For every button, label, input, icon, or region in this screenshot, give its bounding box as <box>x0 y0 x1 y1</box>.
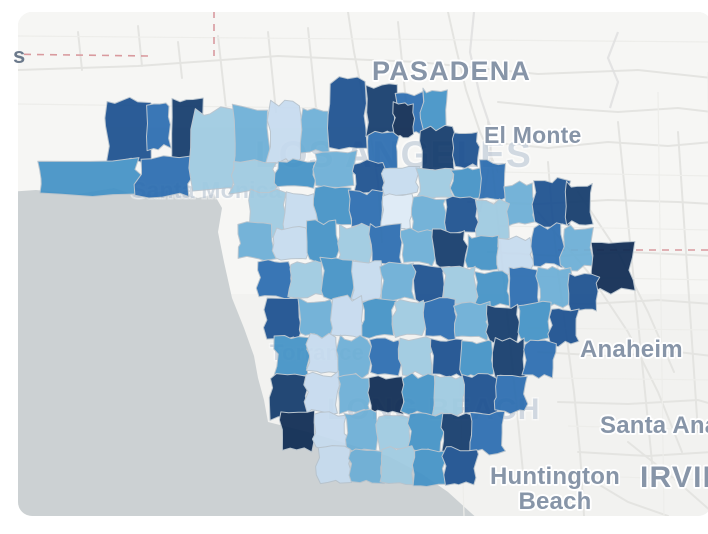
choropleth-region[interactable] <box>337 373 373 415</box>
choropleth-region[interactable] <box>478 159 509 201</box>
choropleth-region[interactable] <box>392 101 415 139</box>
choropleth-region[interactable] <box>453 301 491 342</box>
choropleth-region[interactable] <box>350 260 383 303</box>
choropleth-region[interactable] <box>444 195 480 235</box>
choropleth-region[interactable] <box>37 157 147 197</box>
choropleth-region[interactable] <box>278 410 316 453</box>
choropleth-region[interactable] <box>188 106 238 192</box>
choropleth-region[interactable] <box>361 297 397 339</box>
choropleth-region[interactable] <box>451 131 480 169</box>
choropleth-region[interactable] <box>271 226 311 261</box>
choropleth-region[interactable] <box>400 372 437 418</box>
choropleth-region[interactable] <box>146 102 172 152</box>
choropleth-region[interactable] <box>337 222 373 265</box>
choropleth-region[interactable] <box>367 375 405 415</box>
choropleth-region[interactable] <box>459 339 495 379</box>
choropleth-region[interactable] <box>530 222 565 269</box>
choropleth-region[interactable] <box>133 155 197 199</box>
choropleth-region[interactable] <box>237 221 278 261</box>
choropleth-region[interactable] <box>319 256 355 301</box>
choropleth-region[interactable] <box>311 411 349 450</box>
choropleth-region[interactable] <box>306 219 340 264</box>
choropleth-region[interactable] <box>351 159 387 194</box>
choropleth-region[interactable] <box>400 227 436 267</box>
choropleth-region[interactable] <box>567 272 601 312</box>
choropleth-region[interactable] <box>368 223 403 268</box>
choropleth-layer[interactable] <box>18 12 708 516</box>
choropleth-region[interactable] <box>422 297 457 341</box>
choropleth-region[interactable] <box>348 448 385 485</box>
choropleth-region[interactable] <box>590 241 636 295</box>
choropleth-region[interactable] <box>303 370 340 415</box>
choropleth-region[interactable] <box>491 337 526 380</box>
choropleth-region[interactable] <box>273 335 311 378</box>
choropleth-region[interactable] <box>335 334 373 380</box>
choropleth-region[interactable] <box>312 149 358 188</box>
choropleth-region[interactable] <box>347 189 384 229</box>
choropleth-region[interactable] <box>474 270 510 308</box>
choropleth-region[interactable] <box>547 308 580 348</box>
choropleth-region[interactable] <box>485 303 521 346</box>
choropleth-region[interactable] <box>449 167 485 200</box>
choropleth-region[interactable] <box>407 412 445 453</box>
choropleth-region[interactable] <box>474 198 510 243</box>
choropleth-region[interactable] <box>411 448 447 487</box>
choropleth-region[interactable] <box>379 261 417 303</box>
choropleth-region[interactable] <box>469 410 506 456</box>
choropleth-region[interactable] <box>464 234 501 271</box>
choropleth-region[interactable] <box>264 99 303 167</box>
choropleth-region[interactable] <box>255 259 293 301</box>
map-container[interactable]: LOS ANGELES Santa Monica Torrance LONG B… <box>18 12 708 516</box>
choropleth-region[interactable] <box>431 228 469 270</box>
choropleth-region[interactable] <box>287 260 324 299</box>
choropleth-region[interactable] <box>273 158 317 189</box>
choropleth-region[interactable] <box>375 414 411 453</box>
choropleth-region[interactable] <box>379 445 417 486</box>
choropleth-region[interactable] <box>521 339 557 379</box>
choropleth-region[interactable] <box>305 332 341 374</box>
choropleth-region[interactable] <box>461 373 499 418</box>
choropleth-region[interactable] <box>441 446 479 486</box>
choropleth-region[interactable] <box>330 294 365 341</box>
choropleth-region[interactable] <box>228 159 280 195</box>
choropleth-region[interactable] <box>431 374 467 418</box>
choropleth-region[interactable] <box>391 299 426 338</box>
choropleth-region[interactable] <box>559 224 595 272</box>
choropleth-region[interactable] <box>380 166 421 197</box>
choropleth-region[interactable] <box>531 177 572 228</box>
choropleth-region[interactable] <box>343 408 381 453</box>
choropleth-region[interactable] <box>440 412 474 453</box>
choropleth-region[interactable] <box>430 338 465 379</box>
choropleth-region[interactable] <box>312 185 353 227</box>
choropleth-region[interactable] <box>397 336 434 377</box>
choropleth-region[interactable] <box>297 296 335 339</box>
choropleth-region[interactable] <box>493 375 529 415</box>
choropleth-region[interactable] <box>315 445 352 485</box>
choropleth-region[interactable] <box>517 300 552 343</box>
choropleth-region[interactable] <box>263 297 303 340</box>
pacific-ocean <box>18 188 468 516</box>
choropleth-region[interactable] <box>411 263 447 304</box>
choropleth-region[interactable] <box>327 76 368 151</box>
choropleth-region[interactable] <box>419 124 457 172</box>
choropleth-region[interactable] <box>410 195 448 235</box>
choropleth-region[interactable] <box>368 337 403 377</box>
county-boundary <box>18 12 708 251</box>
choropleth-region[interactable] <box>564 180 594 226</box>
